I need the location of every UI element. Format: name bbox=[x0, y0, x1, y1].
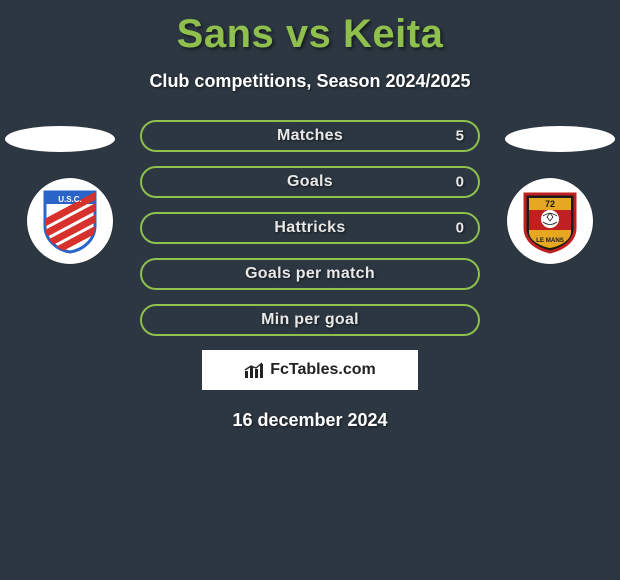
stat-label: Min per goal bbox=[261, 311, 359, 329]
stat-right-value: 0 bbox=[456, 220, 464, 237]
title-player2: Keita bbox=[343, 12, 443, 56]
stat-right-value: 5 bbox=[456, 128, 464, 145]
svg-text:LE MANS: LE MANS bbox=[536, 237, 564, 244]
title-vs: vs bbox=[286, 12, 332, 56]
stat-row-hattricks: Hattricks 0 bbox=[140, 212, 480, 244]
stat-label: Goals bbox=[287, 173, 333, 191]
page-title: Sans vs Keita bbox=[0, 0, 620, 57]
dateline: 16 december 2024 bbox=[0, 410, 620, 431]
brand-box[interactable]: FcTables.com bbox=[202, 350, 418, 390]
usc-shield-icon: U.S.C. bbox=[41, 188, 99, 254]
brand-text: FcTables.com bbox=[270, 361, 376, 379]
stat-label: Goals per match bbox=[245, 265, 375, 283]
stat-label: Hattricks bbox=[274, 219, 345, 237]
player-right-oval bbox=[505, 126, 615, 152]
stat-row-goals: Goals 0 bbox=[140, 166, 480, 198]
stat-label: Matches bbox=[277, 127, 343, 145]
player-left-oval bbox=[5, 126, 115, 152]
stat-right-value: 0 bbox=[456, 174, 464, 191]
stat-row-mpg: Min per goal bbox=[140, 304, 480, 336]
subtitle: Club competitions, Season 2024/2025 bbox=[0, 71, 620, 92]
title-player1: Sans bbox=[177, 12, 275, 56]
club-badge-right: 72 LE MANS bbox=[507, 178, 593, 264]
club-badge-left: U.S.C. bbox=[27, 178, 113, 264]
stat-row-gpm: Goals per match bbox=[140, 258, 480, 290]
svg-text:72: 72 bbox=[545, 199, 555, 209]
lemans-badge-icon: 72 LE MANS bbox=[515, 186, 585, 256]
bar-chart-icon bbox=[244, 361, 266, 379]
usc-letters: U.S.C. bbox=[58, 195, 82, 204]
stat-row-matches: Matches 5 bbox=[140, 120, 480, 152]
